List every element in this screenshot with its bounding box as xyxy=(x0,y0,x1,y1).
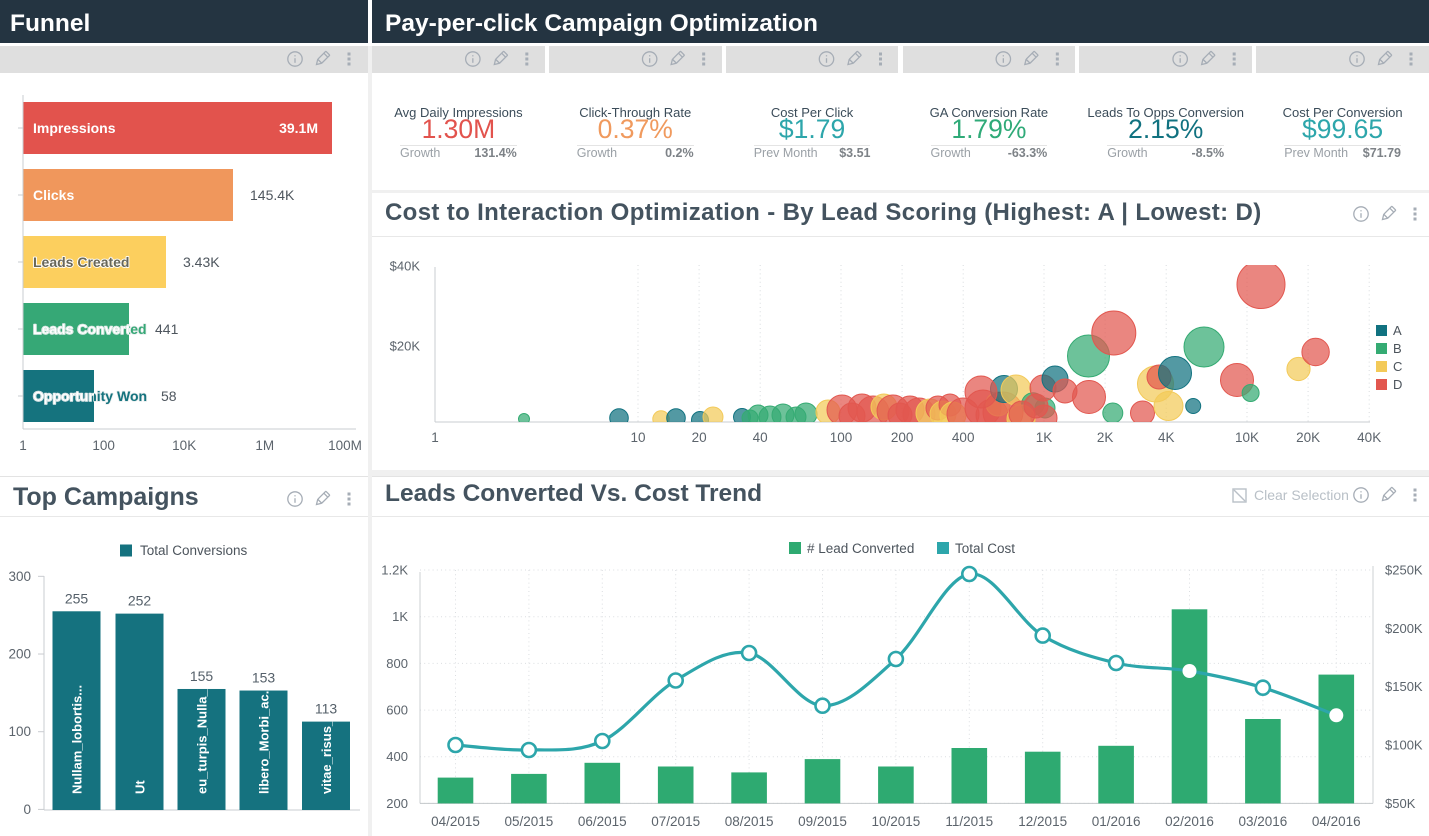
svg-text:20K: 20K xyxy=(1296,430,1320,445)
svg-text:441: 441 xyxy=(155,321,179,337)
svg-text:800: 800 xyxy=(386,656,408,671)
svg-text:20: 20 xyxy=(692,430,707,445)
svg-text:05/2015: 05/2015 xyxy=(504,814,553,829)
svg-text:1: 1 xyxy=(431,430,439,445)
svg-text:06/2015: 06/2015 xyxy=(578,814,627,829)
svg-text:40K: 40K xyxy=(1357,430,1381,445)
svg-text:$250K: $250K xyxy=(1385,563,1423,578)
svg-text:Ut: Ut xyxy=(133,780,148,794)
svg-text:Total Cost: Total Cost xyxy=(955,541,1015,556)
svg-text:04/2015: 04/2015 xyxy=(431,814,480,829)
svg-text:1K: 1K xyxy=(392,609,408,624)
svg-text:10/2015: 10/2015 xyxy=(871,814,920,829)
svg-text:Opportunity Won: Opportunity Won xyxy=(33,388,147,404)
svg-text:$40K: $40K xyxy=(390,259,421,274)
svg-text:Total Conversions: Total Conversions xyxy=(140,543,248,558)
svg-text:07/2015: 07/2015 xyxy=(651,814,700,829)
svg-text:C: C xyxy=(1393,359,1402,374)
svg-text:D: D xyxy=(1393,377,1402,392)
svg-text:B: B xyxy=(1393,341,1402,356)
svg-text:300: 300 xyxy=(8,569,31,584)
svg-text:400: 400 xyxy=(952,430,975,445)
svg-text:$50K: $50K xyxy=(1385,796,1416,811)
svg-text:Opportunity Won: Opportunity Won xyxy=(33,388,147,404)
svg-text:10K: 10K xyxy=(1235,430,1259,445)
svg-text:153: 153 xyxy=(252,670,276,686)
svg-text:10K: 10K xyxy=(172,438,196,453)
svg-text:01/2016: 01/2016 xyxy=(1092,814,1141,829)
svg-text:1: 1 xyxy=(19,438,27,453)
svg-text:Leads Converted: Leads Converted xyxy=(33,321,147,337)
svg-text:11/2015: 11/2015 xyxy=(945,814,993,829)
svg-text:eu_turpis_Nulla_...: eu_turpis_Nulla_... xyxy=(195,678,210,794)
svg-text:113: 113 xyxy=(315,701,338,717)
svg-text:155: 155 xyxy=(190,668,214,684)
svg-text:100: 100 xyxy=(830,430,853,445)
svg-text:# Lead Converted: # Lead Converted xyxy=(807,541,914,556)
svg-text:40: 40 xyxy=(753,430,768,445)
svg-text:vitae_risus_p...: vitae_risus_p... xyxy=(319,700,334,794)
svg-text:09/2015: 09/2015 xyxy=(798,814,847,829)
svg-text:08/2015: 08/2015 xyxy=(725,814,774,829)
svg-text:10: 10 xyxy=(630,430,645,445)
svg-text:100: 100 xyxy=(92,438,115,453)
svg-text:400: 400 xyxy=(386,749,408,764)
svg-text:libero_Morbi_ac...: libero_Morbi_ac... xyxy=(257,683,272,794)
svg-text:39.1M: 39.1M xyxy=(279,120,318,136)
svg-text:200: 200 xyxy=(891,430,914,445)
svg-text:58: 58 xyxy=(161,388,177,404)
svg-text:3.43K: 3.43K xyxy=(183,254,220,270)
svg-text:A: A xyxy=(1393,323,1402,338)
svg-text:4K: 4K xyxy=(1158,430,1175,445)
svg-text:04/2016: 04/2016 xyxy=(1312,814,1361,829)
svg-text:1M: 1M xyxy=(255,438,274,453)
svg-text:145.4K: 145.4K xyxy=(250,187,295,203)
svg-text:Leads Converted: Leads Converted xyxy=(33,321,147,337)
svg-text:$100K: $100K xyxy=(1385,738,1423,753)
svg-text:252: 252 xyxy=(128,593,152,609)
svg-text:2K: 2K xyxy=(1097,430,1114,445)
svg-text:1K: 1K xyxy=(1036,430,1053,445)
svg-text:$200K: $200K xyxy=(1385,621,1423,636)
svg-text:02/2016: 02/2016 xyxy=(1165,814,1214,829)
svg-text:1.2K: 1.2K xyxy=(381,563,408,578)
svg-text:$150K: $150K xyxy=(1385,679,1423,694)
svg-text:100: 100 xyxy=(8,724,31,739)
svg-text:200: 200 xyxy=(386,796,408,811)
svg-text:255: 255 xyxy=(65,590,89,606)
svg-text:Leads Created: Leads Created xyxy=(33,254,129,270)
svg-text:Impressions: Impressions xyxy=(33,120,116,136)
svg-text:12/2015: 12/2015 xyxy=(1018,814,1067,829)
svg-text:100M: 100M xyxy=(328,438,362,453)
svg-text:Clicks: Clicks xyxy=(33,187,74,203)
svg-text:200: 200 xyxy=(8,647,31,662)
svg-text:$20K: $20K xyxy=(390,339,421,354)
svg-text:Nullam_lobortis...: Nullam_lobortis... xyxy=(70,685,85,794)
svg-text:03/2016: 03/2016 xyxy=(1238,814,1287,829)
svg-text:600: 600 xyxy=(386,703,408,718)
svg-text:0: 0 xyxy=(23,802,31,817)
